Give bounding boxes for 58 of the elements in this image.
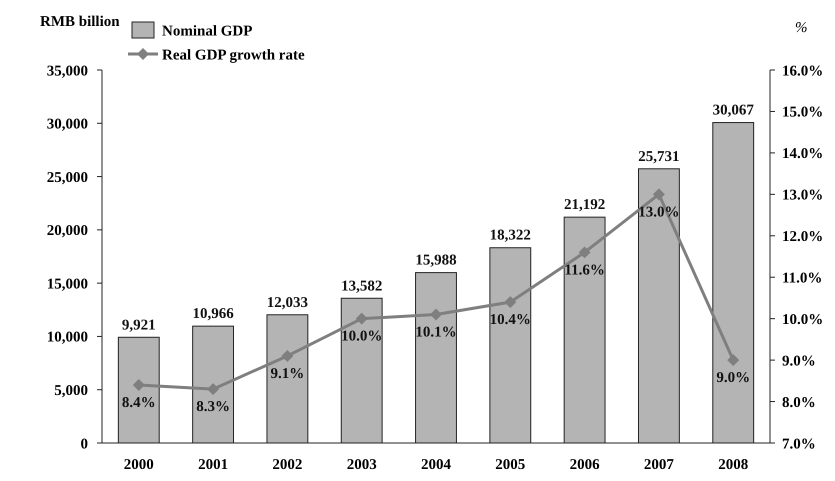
y2-tick-label: 7.0%	[782, 436, 816, 452]
legend-label: Nominal GDP	[162, 23, 252, 40]
y2-tick-label: 13.0%	[782, 188, 824, 204]
y2-tick-label: 9.0%	[782, 353, 816, 370]
x-tick-label: 2002	[272, 457, 302, 473]
point	[727, 354, 740, 366]
data-label: 13,582	[341, 278, 382, 294]
point	[504, 296, 516, 308]
legend-label: Real GDP growth rate	[162, 47, 305, 64]
x-tick-label: 2007	[644, 457, 674, 473]
data-label: 8.3%	[196, 399, 230, 416]
data-label: 30,067	[712, 102, 754, 119]
point	[430, 308, 442, 321]
y2-tick-label: 10.0%	[782, 312, 824, 328]
data-label: 10.4%	[490, 312, 531, 328]
x-tick-label: 2006	[570, 457, 600, 473]
data-label: 12,033	[266, 294, 308, 311]
data-label: 9.0%	[716, 370, 750, 386]
point	[281, 350, 294, 362]
data-label: 10.0%	[341, 328, 382, 345]
point	[207, 383, 220, 396]
y-tick-label: 5,000	[54, 382, 88, 399]
y2-tick-label: 15.0%	[782, 104, 824, 121]
y2-axis-title: %	[795, 20, 808, 36]
data-label: 11.6%	[564, 262, 605, 278]
x-tick-label: 2005	[495, 457, 526, 473]
y-tick-label: 30,000	[46, 116, 88, 133]
x-tick-label: 2008	[718, 457, 748, 473]
x-tick-label: 2001	[198, 457, 228, 473]
y2-tick-label: 12.0%	[782, 229, 824, 246]
y2-tick-label: 16.0%	[782, 63, 824, 80]
data-label: 18,322	[490, 228, 531, 244]
data-label: 9.1%	[270, 366, 304, 382]
point	[356, 312, 368, 325]
data-label: 8.4%	[122, 394, 156, 411]
y-tick-label: 25,000	[46, 170, 88, 186]
data-label: 25,731	[638, 148, 680, 165]
y-tick-label: 15,000	[46, 276, 88, 292]
x-tick-label: 2000	[124, 457, 154, 473]
point	[132, 378, 145, 391]
data-label: 9,921	[122, 317, 156, 334]
data-label: 10.1%	[415, 324, 457, 341]
data-label: 15,988	[415, 252, 457, 269]
y-tick-label: 35,000	[46, 63, 88, 80]
y2-tick-label: 11.0%	[782, 270, 822, 286]
point	[578, 246, 591, 258]
data-label: 10,966	[192, 306, 234, 322]
y-tick-label: 0	[80, 436, 88, 452]
data-label: 21,192	[564, 197, 606, 214]
y-axis-title: RMB billion	[40, 14, 120, 30]
data-label: 13.0%	[638, 204, 680, 220]
y-tick-label: 10,000	[46, 330, 88, 346]
y2-tick-label: 8.0%	[782, 394, 816, 411]
x-tick-label: 2004	[421, 457, 452, 473]
x-tick-label: 2003	[346, 457, 377, 473]
y-tick-label: 20,000	[46, 223, 88, 240]
y2-tick-label: 14.0%	[782, 146, 824, 162]
point	[652, 188, 665, 200]
